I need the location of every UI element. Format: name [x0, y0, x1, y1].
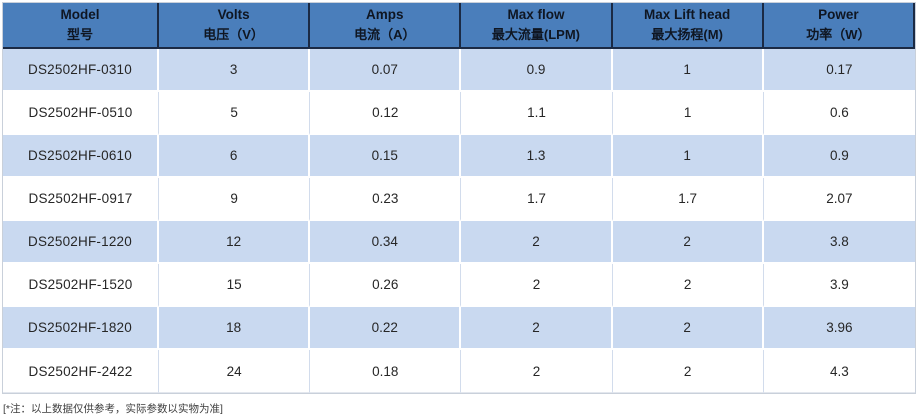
cell-amps: 0.23 — [310, 178, 462, 221]
column-header-volts: Volts 电压（V） — [159, 3, 311, 49]
column-header-power-en: Power — [818, 7, 859, 22]
table-row: DS2502HF-0917 9 0.23 1.7 1.7 2.07 — [3, 178, 915, 221]
table-row: DS2502HF-0310 3 0.07 0.9 1 0.17 — [3, 49, 915, 92]
cell-volts: 18 — [159, 307, 311, 350]
cell-power: 3.9 — [763, 264, 915, 307]
cell-max-lift-head: 1 — [612, 92, 764, 135]
cell-amps: 0.34 — [310, 221, 462, 264]
cell-max-lift-head: 2 — [612, 221, 764, 264]
column-header-power-zh: 功率（W） — [806, 27, 871, 42]
cell-max-lift-head: 1 — [612, 135, 764, 178]
footnote: [*注：以上数据仅供参考，实际参数以实物为准] — [3, 403, 223, 415]
table-row: DS2502HF-1220 12 0.34 2 2 3.8 — [3, 221, 915, 264]
cell-amps: 0.15 — [310, 135, 462, 178]
spec-table: Model 型号 Volts 电压（V） Amps 电流（A） Max flow… — [2, 2, 916, 394]
cell-volts: 3 — [159, 49, 311, 92]
cell-power: 0.17 — [763, 49, 915, 92]
spec-table-body: DS2502HF-0310 3 0.07 0.9 1 0.17 DS2502HF-0510 5… — [3, 49, 915, 393]
column-header-amps-en: Amps — [366, 7, 404, 22]
cell-power: 2.07 — [763, 178, 915, 221]
cell-volts: 6 — [159, 135, 311, 178]
cell-max-lift-head: 2 — [612, 264, 764, 307]
column-header-amps: Amps 电流（A） — [310, 3, 462, 49]
column-header-power: Power 功率（W） — [763, 3, 915, 49]
cell-model: DS2502HF-2422 — [3, 350, 159, 393]
cell-max-flow: 2 — [461, 264, 613, 307]
cell-power: 0.6 — [763, 92, 915, 135]
cell-model: DS2502HF-0310 — [3, 49, 159, 92]
cell-model: DS2502HF-1520 — [3, 264, 159, 307]
cell-max-lift-head: 1.7 — [612, 178, 764, 221]
cell-volts: 24 — [159, 350, 311, 393]
cell-model: DS2502HF-0510 — [3, 92, 159, 135]
column-header-max-lift-head: Max Lift head 最大扬程(M) — [612, 3, 764, 49]
cell-amps: 0.18 — [310, 350, 462, 393]
cell-volts: 15 — [159, 264, 311, 307]
column-header-volts-en: Volts — [217, 7, 250, 22]
table-row: DS2502HF-0610 6 0.15 1.3 1 0.9 — [3, 135, 915, 178]
cell-max-flow: 1.1 — [461, 92, 613, 135]
cell-max-flow: 2 — [461, 350, 613, 393]
cell-power: 4.3 — [763, 350, 915, 393]
table-row: DS2502HF-2422 24 0.18 2 2 4.3 — [3, 350, 915, 393]
cell-amps: 0.12 — [310, 92, 462, 135]
cell-max-flow: 1.3 — [461, 135, 613, 178]
cell-max-flow: 0.9 — [461, 49, 613, 92]
table-row: DS2502HF-0510 5 0.12 1.1 1 0.6 — [3, 92, 915, 135]
cell-amps: 0.26 — [310, 264, 462, 307]
column-header-max-lift-head-zh: 最大扬程(M) — [651, 27, 723, 42]
cell-max-flow: 2 — [461, 221, 613, 264]
cell-max-lift-head: 2 — [612, 307, 764, 350]
column-header-model-en: Model — [60, 7, 100, 22]
column-header-model: Model 型号 — [3, 3, 159, 49]
column-header-max-flow-zh: 最大流量(LPM) — [491, 27, 581, 42]
table-row: DS2502HF-1520 15 0.26 2 2 3.9 — [3, 264, 915, 307]
table-row: DS2502HF-1820 18 0.22 2 2 3.96 — [3, 307, 915, 350]
column-header-volts-zh: 电压（V） — [203, 27, 264, 42]
cell-volts: 5 — [159, 92, 311, 135]
header-row: Model 型号 Volts 电压（V） Amps 电流（A） Max flow… — [3, 3, 915, 49]
cell-max-flow: 2 — [461, 307, 613, 350]
cell-max-lift-head: 2 — [612, 350, 764, 393]
column-header-model-zh: 型号 — [66, 27, 93, 42]
cell-volts: 9 — [159, 178, 311, 221]
cell-power: 0.9 — [763, 135, 915, 178]
column-header-max-flow-en: Max flow — [507, 7, 565, 22]
column-header-amps-zh: 电流（A） — [354, 27, 416, 42]
column-header-max-flow: Max flow 最大流量(LPM) — [461, 3, 613, 49]
cell-power: 3.96 — [763, 307, 915, 350]
cell-amps: 0.22 — [310, 307, 462, 350]
cell-amps: 0.07 — [310, 49, 462, 92]
cell-model: DS2502HF-1820 — [3, 307, 159, 350]
cell-max-flow: 1.7 — [461, 178, 613, 221]
cell-model: DS2502HF-0610 — [3, 135, 159, 178]
cell-volts: 12 — [159, 221, 311, 264]
cell-max-lift-head: 1 — [612, 49, 764, 92]
spec-table-header: Model 型号 Volts 电压（V） Amps 电流（A） Max flow… — [3, 3, 915, 49]
cell-model: DS2502HF-0917 — [3, 178, 159, 221]
cell-power: 3.8 — [763, 221, 915, 264]
column-header-max-lift-head-en: Max Lift head — [644, 7, 731, 22]
cell-model: DS2502HF-1220 — [3, 221, 159, 264]
